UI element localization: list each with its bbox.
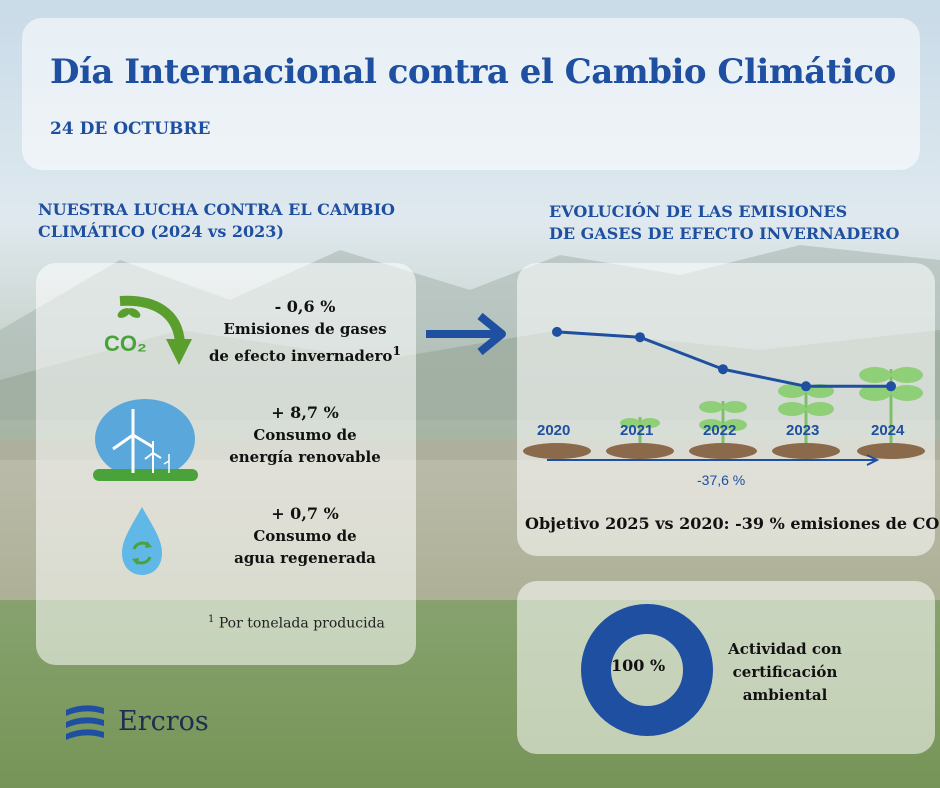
total-change-label: -37,6 % [697, 472, 746, 488]
metric-water-label1: Consumo de [253, 527, 357, 545]
footnote-marker: 1 [208, 614, 215, 625]
left-heading-line1: NUESTRA LUCHA CONTRA EL CAMBIO [38, 200, 395, 219]
metric-emissions: - 0,6 % Emisiones de gases de efecto inv… [195, 296, 415, 367]
metric-water-label2: agua regenerada [234, 549, 376, 567]
data-point-2024 [886, 381, 896, 392]
brand-name: Ercros [118, 706, 209, 737]
objective-text: Objetivo 2025 vs 2020: -39 % emisiones d… [525, 514, 940, 536]
right-heading-line1: EVOLUCIÓN DE LAS EMISIONES [549, 202, 848, 221]
footnote-text: Por tonelada producida [218, 615, 385, 632]
plant-leaf [699, 419, 723, 431]
metric-renewable: + 8,7 % Consumo de energía renovable [195, 402, 415, 468]
plant-leaf [859, 367, 891, 383]
cert-label-line3: ambiental [742, 686, 828, 704]
objective-main: Objetivo 2025 vs 2020: -39 % emisiones d… [525, 514, 940, 533]
plant-leaf [723, 419, 747, 431]
metric-emissions-footnote-ref: 1 [392, 343, 402, 358]
soil-mound [772, 443, 840, 459]
metric-water: + 0,7 % Consumo de agua regenerada [195, 503, 415, 569]
wind-turbine-icon [93, 399, 198, 481]
certification-donut [581, 604, 713, 736]
left-section-heading: NUESTRA LUCHA CONTRA EL CAMBIO CLIMÁTICO… [38, 199, 395, 243]
plant-leaf [723, 401, 747, 413]
footnote: 1 Por tonelada producida [208, 614, 385, 632]
x-tick-label: 2020 [537, 422, 571, 439]
donut-fill [581, 604, 713, 736]
cert-label-line1: Actividad con [728, 640, 842, 658]
right-section-heading: EVOLUCIÓN DE LAS EMISIONES DE GASES DE E… [549, 201, 900, 245]
plant-leaf [778, 384, 806, 398]
x-tick-label: 2021 [620, 422, 654, 439]
plant-leaf [620, 418, 640, 428]
soil-mound [523, 443, 591, 459]
data-point-2021 [635, 332, 645, 343]
plant-leaf [859, 385, 891, 401]
title-panel [22, 18, 920, 170]
emissions-line-chart [523, 326, 925, 466]
plant-leaf [699, 401, 723, 413]
plant-leaf [891, 367, 923, 383]
page-title: Día Internacional contra el Cambio Climá… [50, 52, 896, 92]
co2-arrow-icon: CO₂ [104, 295, 192, 365]
data-point-2023 [801, 381, 811, 392]
data-point-2020 [552, 326, 562, 337]
metric-renewable-label2: energía renovable [229, 448, 381, 466]
metric-renewable-value: + 8,7 % [271, 403, 339, 422]
ercros-logo-icon [66, 705, 104, 740]
metric-emissions-label2: de efecto invernadero [208, 347, 393, 365]
certification-label: Actividad con certificación ambiental [720, 638, 850, 707]
plant-leaf [806, 402, 834, 416]
plant-leaf [891, 385, 923, 401]
metric-emissions-value: - 0,6 % [274, 297, 336, 316]
x-tick-label: 2023 [786, 422, 820, 439]
series-line [556, 330, 891, 388]
soil-mound [857, 443, 925, 459]
metric-emissions-label1: Emisiones de gases [223, 320, 387, 338]
x-tick-label: 2024 [871, 422, 905, 439]
soil-mound [689, 443, 757, 459]
metric-renewable-label1: Consumo de [253, 426, 357, 444]
date-subtitle: 24 DE OCTUBRE [50, 119, 211, 139]
plant-leaf [640, 418, 660, 428]
arrow-right-icon [426, 312, 506, 356]
x-tick-label: 2022 [703, 422, 737, 439]
plant-leaf [778, 402, 806, 416]
right-heading-line2: DE GASES DE EFECTO INVERNADERO [549, 224, 900, 243]
left-heading-line2: CLIMÁTICO (2024 vs 2023) [38, 222, 284, 241]
metrics-panel [36, 263, 416, 665]
water-drop-recycle-icon [122, 507, 162, 575]
cert-label-line2: certificación [732, 663, 838, 681]
soil-mound [606, 443, 674, 459]
co2-icon-text: CO₂ [104, 331, 147, 356]
certification-value: 100 % [611, 656, 666, 675]
timeline-arrow-head [866, 454, 880, 466]
data-point-2022 [718, 364, 728, 375]
metric-water-value: + 0,7 % [271, 504, 339, 523]
